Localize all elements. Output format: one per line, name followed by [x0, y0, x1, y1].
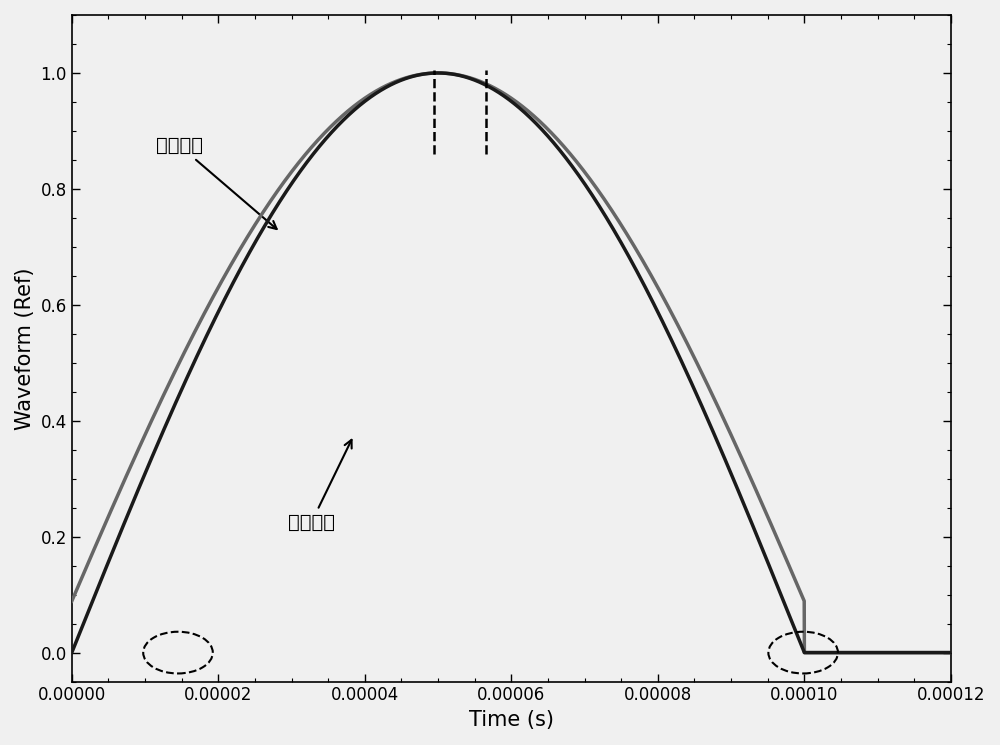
Text: 测量波形: 测量波形	[288, 440, 352, 532]
X-axis label: Time (s): Time (s)	[469, 710, 554, 730]
Text: 实际波形: 实际波形	[156, 136, 277, 229]
Y-axis label: Waveform (Ref): Waveform (Ref)	[15, 267, 35, 430]
